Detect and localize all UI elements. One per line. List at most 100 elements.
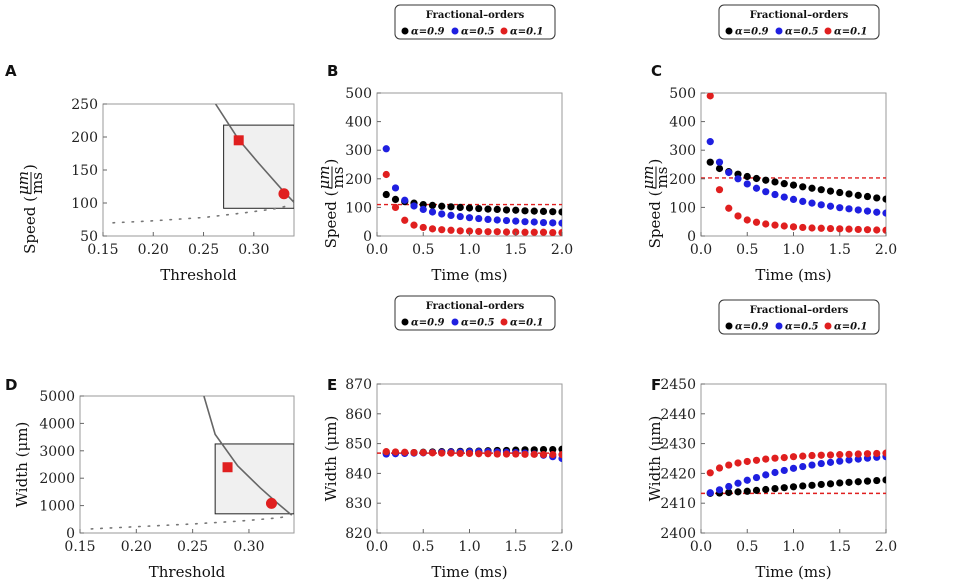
legend-label-alpha-0-5: α=0.5 [785, 322, 819, 333]
y-tick-label: 870 [345, 377, 372, 393]
data-point [845, 478, 853, 486]
data-point [762, 176, 770, 184]
legend-f: Fractional–orders α=0.9 α=0.5 α=0.1 [718, 299, 880, 335]
legend-swatch-alpha-0-9 [725, 27, 733, 35]
data-point [493, 216, 501, 224]
y-axis-label-denominator: ms [653, 167, 671, 189]
series-alpha-0-5 [382, 448, 562, 463]
data-point [391, 195, 400, 203]
data-point [715, 158, 724, 166]
y-axis-label-text: Width (μm) [13, 422, 31, 508]
data-point [789, 464, 798, 472]
data-point [465, 204, 474, 212]
panel-d: D 0.15 0.20 0.25 0.30 0 1000 2000 3000 4000 5000 Th… [5, 376, 295, 581]
y-tick-label: 200 [345, 172, 372, 188]
data-point [558, 219, 562, 227]
x-tick-label: 0.0 [366, 539, 388, 555]
y-tick-label: 200 [71, 130, 98, 146]
legend-c: Fractional–orders α=0.9 α=0.5 α=0.1 [718, 4, 880, 40]
legend-swatch-alpha-0-1 [500, 27, 508, 35]
data-point [882, 195, 886, 203]
data-point [863, 226, 872, 234]
data-point [873, 226, 881, 234]
data-point [799, 462, 807, 471]
data-point [752, 174, 761, 183]
data-point [725, 488, 733, 497]
plot-body [377, 445, 562, 463]
legend-label-alpha-0-9: α=0.9 [735, 27, 769, 38]
data-point [401, 448, 409, 456]
legend-label-alpha-0-9: α=0.9 [411, 318, 445, 329]
data-point [530, 218, 538, 226]
data-point [539, 218, 548, 227]
data-point [549, 451, 557, 459]
data-point [854, 206, 862, 214]
x-tick-label: 0.0 [690, 242, 712, 258]
data-point [873, 208, 881, 216]
data-point [836, 457, 844, 465]
plot-body [377, 145, 562, 236]
data-point [863, 192, 872, 201]
x-tick-label: 0.25 [177, 539, 208, 555]
data-point [762, 220, 770, 228]
legend-label-alpha-0-9: α=0.9 [411, 27, 445, 38]
legend-title: Fractional–orders [750, 305, 849, 316]
data-point [854, 450, 862, 458]
x-tick-label: 0.0 [366, 242, 388, 258]
data-point [873, 449, 881, 458]
data-point [789, 195, 798, 203]
legend-label-alpha-0-5: α=0.5 [461, 27, 495, 38]
x-tick-label: 1.5 [829, 242, 851, 258]
data-point [771, 484, 779, 493]
data-point [465, 214, 474, 222]
legend-title: Fractional–orders [426, 301, 525, 312]
data-point [836, 225, 844, 233]
data-point [438, 226, 446, 234]
data-point [762, 485, 770, 494]
x-tick-label: 1.0 [458, 539, 480, 555]
data-point [808, 199, 816, 207]
series-alpha-0-1 [382, 170, 562, 236]
y-axis-label-text: Width (μm) [646, 416, 664, 502]
x-tick-label: 2.0 [875, 539, 897, 555]
y-axis-label-denominator: ms [329, 167, 347, 189]
data-point [845, 205, 853, 213]
legend-swatch-alpha-0-5 [451, 318, 459, 326]
lower-branch-dotted-line [90, 515, 290, 530]
data-point [762, 455, 770, 463]
data-point [734, 479, 742, 487]
legend-swatch-alpha-0-1 [824, 27, 832, 35]
series-alpha-0-5 [706, 453, 886, 497]
legend-label-alpha-0-1: α=0.1 [834, 322, 867, 333]
data-point [521, 218, 529, 226]
data-point [808, 451, 816, 460]
y-axis-label: Width (μm) [322, 416, 340, 502]
x-tick-label: 0.5 [736, 539, 758, 555]
panel-letter: C [651, 62, 662, 80]
x-tick-label: 0.25 [188, 242, 219, 258]
data-point [817, 459, 825, 468]
legend-label-alpha-0-9: α=0.9 [735, 322, 769, 333]
data-point [382, 170, 390, 179]
data-point [836, 479, 844, 487]
y-tick-label: 0 [363, 229, 372, 245]
data-point [882, 209, 886, 217]
x-axis-label: Time (ms) [755, 266, 831, 284]
data-point [799, 482, 807, 490]
data-point [502, 228, 511, 236]
series-alpha-0-9 [706, 158, 886, 203]
panel-letter: E [327, 376, 337, 394]
panel-letter: D [5, 376, 17, 394]
data-point [706, 469, 714, 477]
data-point [826, 187, 835, 195]
legend-swatch-alpha-0-5 [451, 27, 459, 35]
data-point [456, 212, 464, 221]
x-tick-label: 0.5 [736, 242, 758, 258]
data-point [771, 454, 779, 462]
data-point [475, 204, 483, 213]
data-point [410, 202, 418, 210]
data-point [530, 228, 538, 236]
data-point [447, 449, 455, 457]
data-point [382, 145, 390, 153]
